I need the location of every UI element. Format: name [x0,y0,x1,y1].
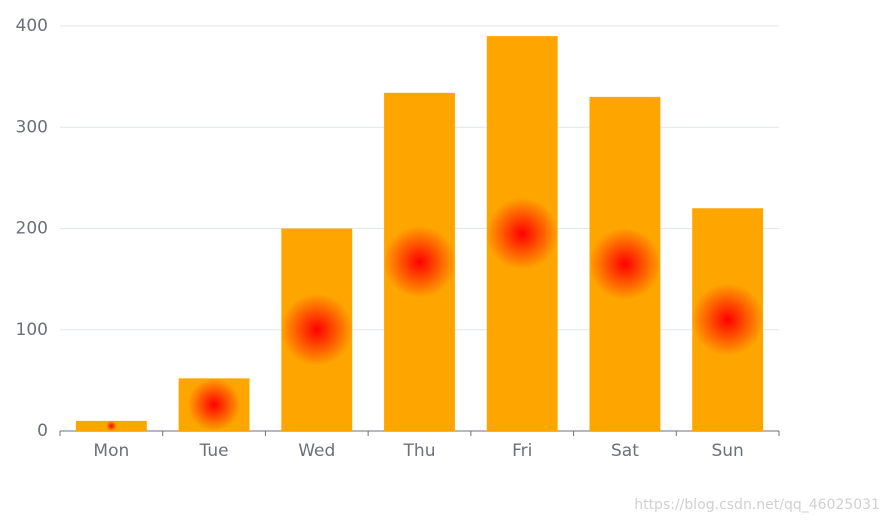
x-tick-label: Mon [93,441,129,461]
x-tick-label: Wed [298,441,335,461]
bar-glow [691,283,764,356]
y-tick-label: 100 [16,320,48,340]
bar-glow [383,225,456,298]
bar-glow [280,293,353,366]
x-tick-label: Thu [403,441,436,461]
x-tick-label: Fri [512,441,532,461]
bar-glow [187,378,241,431]
bar-glow [588,227,661,300]
x-tick-label: Tue [199,441,229,461]
bar-glow [106,420,117,431]
y-tick-label: 300 [16,117,48,137]
y-tick-label: 200 [16,219,48,239]
x-tick-label: Sun [711,441,743,461]
watermark: https://blog.csdn.net/qq_46025031 [634,497,880,513]
y-tick-label: 0 [37,421,48,441]
x-tick-label: Sat [611,441,639,461]
bar-glow [486,197,559,270]
y-tick-label: 400 [16,16,48,36]
